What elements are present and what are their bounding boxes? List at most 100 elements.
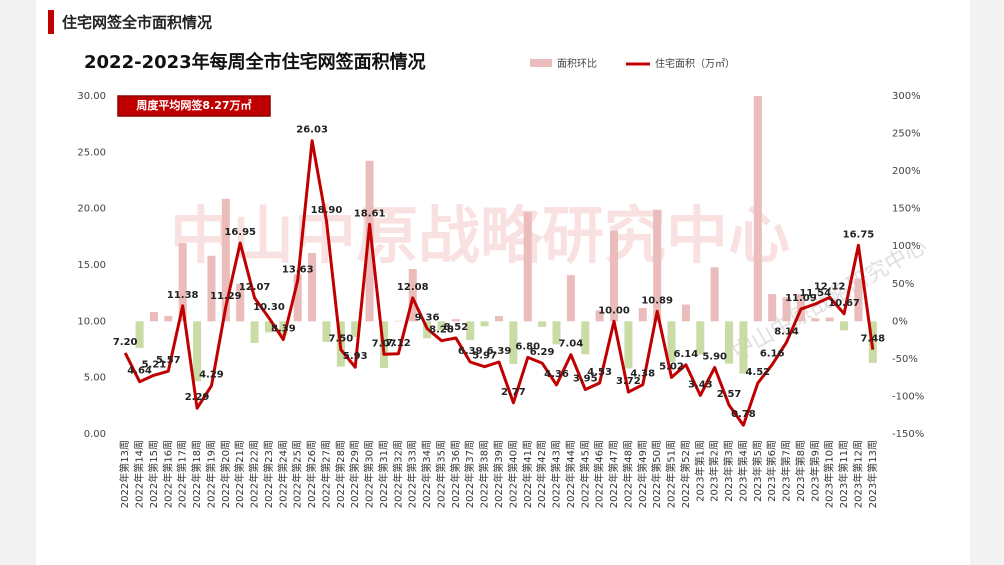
x-tick-label: 2022年第25周 xyxy=(291,440,304,508)
data-label: 4.64 xyxy=(127,366,152,377)
y2-tick-label: 150% xyxy=(892,204,921,215)
x-tick-label: 2022年第41周 xyxy=(521,440,534,508)
data-label: 2.57 xyxy=(717,389,742,400)
bar xyxy=(768,294,777,322)
x-tick-label: 2023年第9周 xyxy=(808,440,821,502)
x-tick-label: 2022年第52周 xyxy=(679,440,692,508)
data-label: 7.07 xyxy=(372,338,397,349)
bar xyxy=(451,319,460,322)
bar xyxy=(753,96,762,322)
chart-title: 2022-2023年每周全市住宅网签面积情况 xyxy=(84,51,426,73)
data-label: 12.12 xyxy=(814,281,846,292)
x-tick-label: 2022年第43周 xyxy=(550,440,563,508)
annotation-box xyxy=(117,95,271,117)
bar xyxy=(638,308,647,322)
y-tick-label: 5.00 xyxy=(84,373,106,384)
bar xyxy=(739,321,748,374)
x-tick-label: 2023年第7周 xyxy=(780,440,793,502)
x-tick-label: 2022年第50周 xyxy=(650,440,663,508)
bar xyxy=(308,252,317,322)
x-tick-label: 2023年第10周 xyxy=(823,440,836,508)
x-tick-label: 2023年第4周 xyxy=(736,440,749,502)
bar xyxy=(782,297,791,322)
bar xyxy=(609,230,619,322)
data-label: 8.39 xyxy=(271,323,296,334)
data-label: 12.07 xyxy=(239,282,271,293)
data-label: 4.52 xyxy=(745,367,770,378)
data-label: 0.78 xyxy=(731,409,756,420)
data-label: 10.00 xyxy=(598,305,630,316)
data-label: 5.93 xyxy=(343,351,368,362)
bar xyxy=(595,310,604,322)
data-label: 6.16 xyxy=(760,349,785,360)
data-label: 4.29 xyxy=(199,370,224,381)
x-tick-label: 2022年第33周 xyxy=(406,440,419,508)
data-label: 6.39 xyxy=(487,346,512,357)
data-label: 8.52 xyxy=(444,322,469,333)
data-label: 16.75 xyxy=(843,229,875,240)
data-label: 18.90 xyxy=(311,205,343,216)
x-tick-label: 2022年第48周 xyxy=(621,440,634,508)
bar xyxy=(221,198,230,322)
plot-area xyxy=(135,96,877,382)
x-tick-label: 2023年第12周 xyxy=(851,440,864,508)
x-tick-label: 2022年第38周 xyxy=(478,440,491,508)
bar xyxy=(696,321,705,355)
x-tick-label: 2022年第18周 xyxy=(190,440,203,508)
x-tick-label: 2022年第26周 xyxy=(305,440,318,508)
y-tick-label: 20.00 xyxy=(77,204,106,215)
x-tick-label: 2023年第1周 xyxy=(693,440,706,502)
legend-label: 住宅面积（万㎡） xyxy=(655,57,735,70)
bar xyxy=(710,267,719,322)
x-tick-label: 2022年第45周 xyxy=(578,440,591,508)
x-tick-label: 2022年第46周 xyxy=(593,440,606,508)
data-label: 6.14 xyxy=(674,349,699,360)
x-tick-label: 2023年第2周 xyxy=(708,440,721,502)
data-label: 5.90 xyxy=(702,352,727,363)
x-tick-label: 2022年第51周 xyxy=(665,440,678,508)
data-label: 2.29 xyxy=(185,392,210,403)
bar xyxy=(293,274,302,322)
bar xyxy=(236,283,245,322)
data-label: 11.29 xyxy=(210,291,242,302)
y2-tick-label: -50% xyxy=(892,354,918,365)
bar xyxy=(149,312,158,322)
bar xyxy=(466,321,475,341)
data-label: 12.08 xyxy=(397,282,429,293)
bar xyxy=(264,321,273,333)
data-label: 8.28 xyxy=(429,325,454,336)
x-tick-label: 2022年第16周 xyxy=(161,440,174,508)
bar xyxy=(193,321,202,382)
data-label: 4.36 xyxy=(544,369,569,380)
x-tick-label: 2022年第35周 xyxy=(434,440,447,508)
bar xyxy=(624,321,633,369)
x-tick-label: 2022年第44周 xyxy=(564,440,577,508)
data-label: 4.38 xyxy=(630,369,655,380)
annotation: 周度平均网签8.27万㎡ xyxy=(136,98,251,112)
bar xyxy=(854,278,863,322)
bar xyxy=(279,321,288,336)
x-tick-label: 2022年第14周 xyxy=(133,440,146,508)
data-label: 7.48 xyxy=(860,334,885,345)
data-label: 11.09 xyxy=(785,293,817,304)
y2-tick-label: 100% xyxy=(892,241,921,252)
y-tick-label: 0.00 xyxy=(84,429,106,440)
x-tick-label: 2023年第11周 xyxy=(837,440,850,508)
x-tick-label: 2022年第28周 xyxy=(334,440,347,508)
data-label: 26.03 xyxy=(296,125,328,136)
bar xyxy=(538,321,547,327)
x-tick-label: 2022年第42周 xyxy=(535,440,548,508)
data-label: 10.30 xyxy=(253,302,285,313)
x-tick-label: 2022年第37周 xyxy=(463,440,476,508)
data-label: 10.89 xyxy=(641,295,673,306)
data-label: 16.95 xyxy=(224,227,256,238)
data-label: 5.02 xyxy=(659,361,684,372)
data-label: 6.39 xyxy=(458,346,483,357)
x-tick-label: 2022年第29周 xyxy=(348,440,361,508)
data-label: 11.54 xyxy=(799,288,831,299)
data-label: 5.97 xyxy=(472,351,497,362)
data-label: 7.50 xyxy=(329,334,354,345)
y2-tick-label: 50% xyxy=(892,279,914,290)
